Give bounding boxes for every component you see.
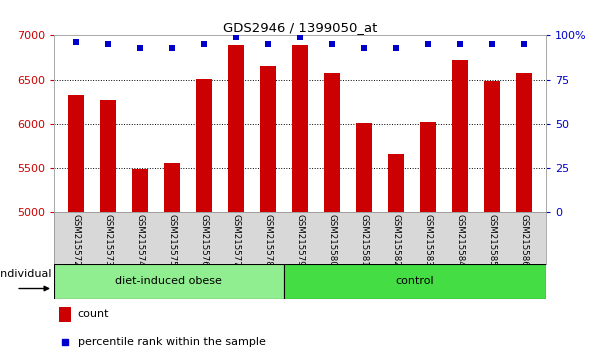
Bar xyxy=(420,122,436,212)
Text: GSM215586: GSM215586 xyxy=(519,214,528,267)
Title: GDS2946 / 1399050_at: GDS2946 / 1399050_at xyxy=(223,21,377,34)
Text: count: count xyxy=(77,309,109,320)
Text: GSM215583: GSM215583 xyxy=(423,214,432,267)
Text: GSM215575: GSM215575 xyxy=(168,214,177,267)
Bar xyxy=(164,163,180,212)
Bar xyxy=(260,67,276,212)
Point xyxy=(295,34,305,40)
Text: GSM215573: GSM215573 xyxy=(104,214,113,267)
Point xyxy=(359,45,368,51)
Text: GSM215576: GSM215576 xyxy=(200,214,209,267)
Bar xyxy=(228,45,244,212)
Bar xyxy=(284,264,546,299)
Bar xyxy=(59,307,71,322)
Text: GSM215584: GSM215584 xyxy=(455,214,464,267)
Point xyxy=(71,40,81,45)
Bar xyxy=(356,123,372,212)
Text: diet-induced obese: diet-induced obese xyxy=(115,276,222,286)
Point xyxy=(455,41,464,47)
Text: GSM215585: GSM215585 xyxy=(487,214,496,267)
Bar xyxy=(54,264,284,299)
Bar xyxy=(515,74,532,212)
Point xyxy=(199,41,209,47)
Text: GSM215582: GSM215582 xyxy=(391,214,400,267)
Text: GSM215581: GSM215581 xyxy=(359,214,368,267)
Point xyxy=(391,45,401,51)
Point xyxy=(104,41,113,47)
Bar xyxy=(132,169,148,212)
Bar xyxy=(292,45,308,212)
Text: GSM215574: GSM215574 xyxy=(136,214,145,267)
Bar xyxy=(100,100,116,212)
Bar xyxy=(388,154,404,212)
Bar xyxy=(196,79,212,212)
Point xyxy=(232,34,241,40)
Text: control: control xyxy=(395,276,434,286)
Text: GSM215579: GSM215579 xyxy=(296,214,305,267)
Point xyxy=(487,41,496,47)
Point xyxy=(423,41,433,47)
Bar xyxy=(452,60,468,212)
Text: GSM215572: GSM215572 xyxy=(72,214,81,267)
Text: percentile rank within the sample: percentile rank within the sample xyxy=(77,337,265,347)
Point xyxy=(263,41,273,47)
Bar xyxy=(484,81,500,212)
Point xyxy=(167,45,177,51)
Text: GSM215580: GSM215580 xyxy=(328,214,337,267)
Point xyxy=(136,45,145,51)
Bar xyxy=(324,74,340,212)
Text: GSM215577: GSM215577 xyxy=(232,214,241,267)
Point xyxy=(327,41,337,47)
Text: individual: individual xyxy=(0,269,52,279)
Bar xyxy=(68,95,85,212)
Text: GSM215578: GSM215578 xyxy=(263,214,272,267)
Point xyxy=(519,41,529,47)
